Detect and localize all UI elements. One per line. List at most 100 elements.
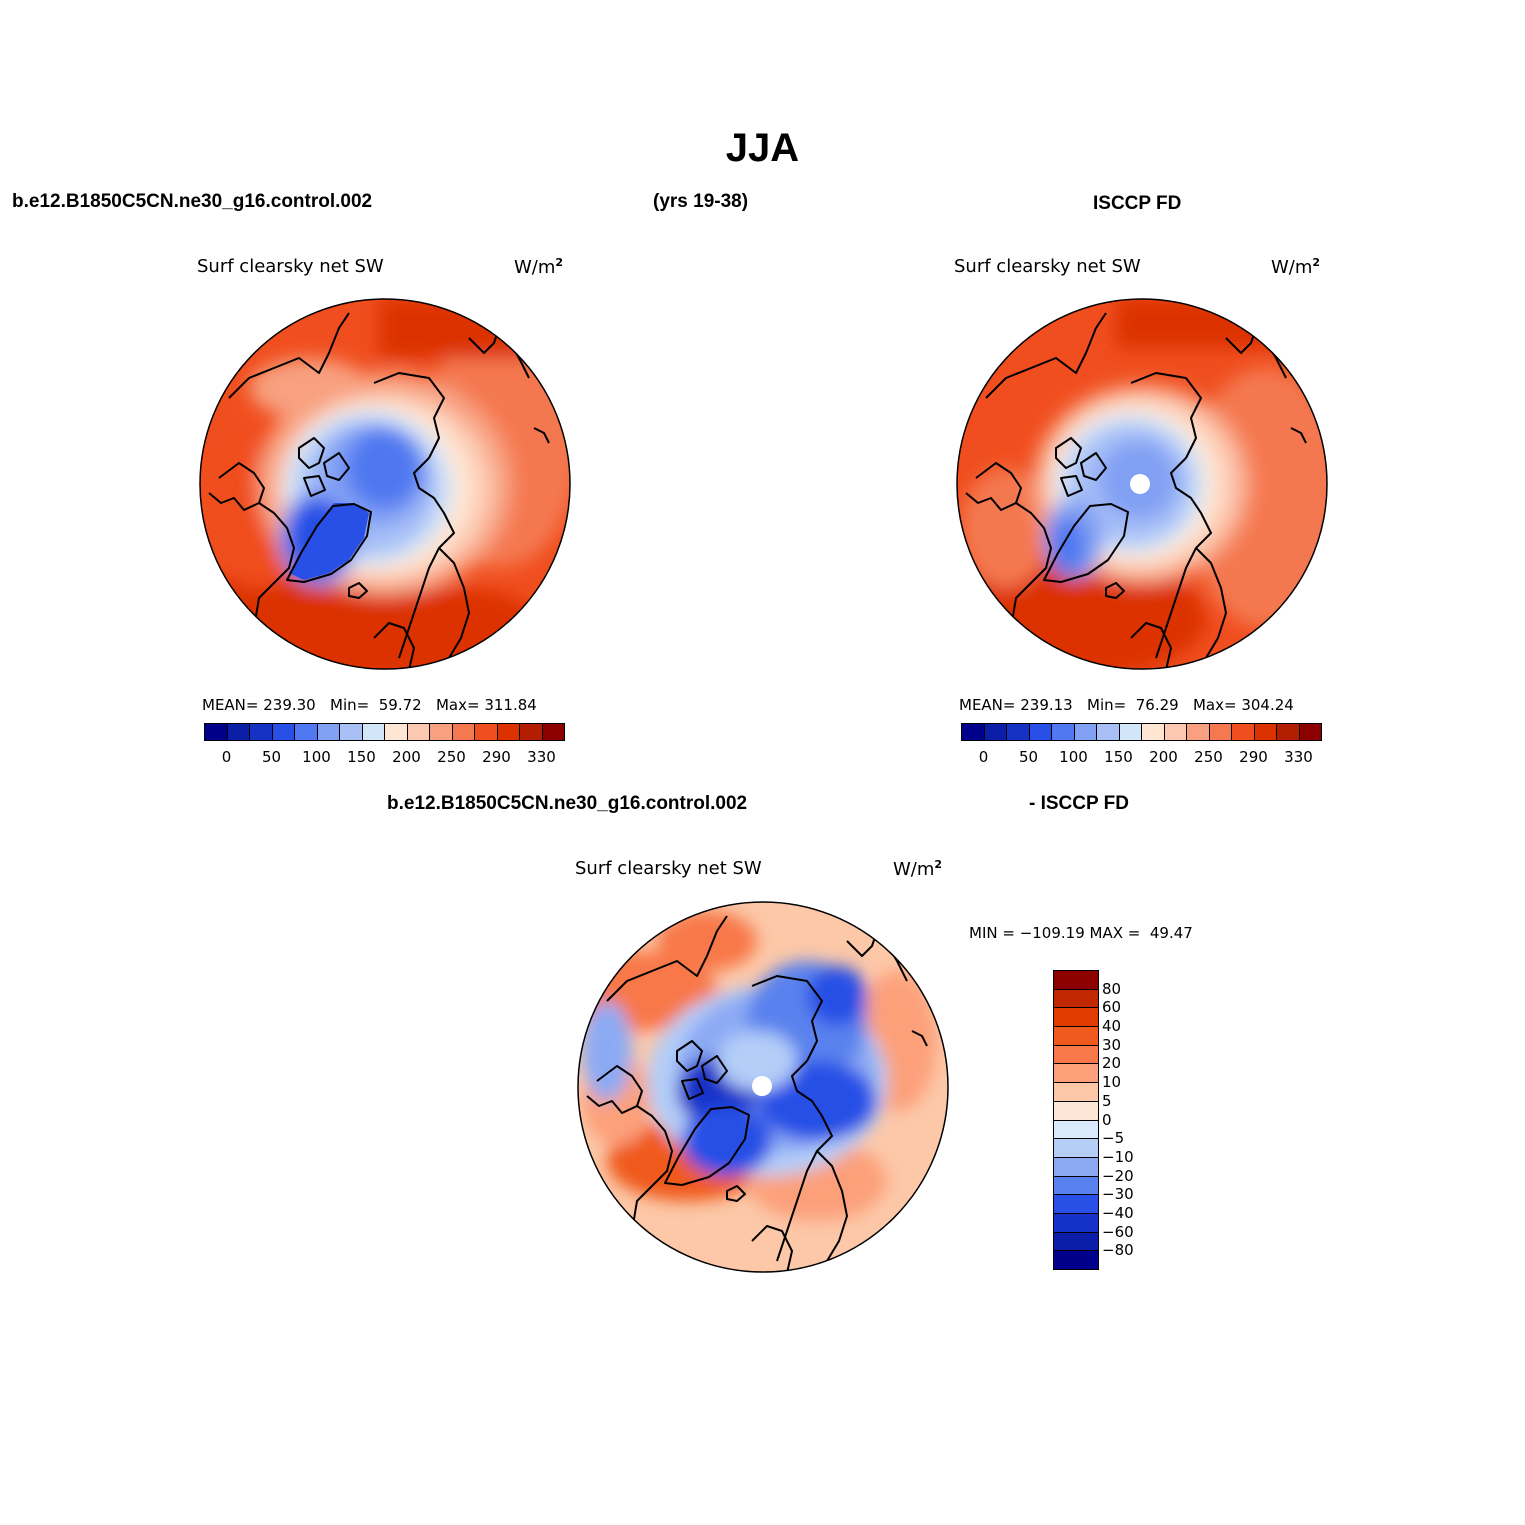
colorbar-tick-label: 40 — [1102, 1017, 1122, 1036]
colorbar-swatch — [1053, 970, 1099, 990]
colorbar-swatch — [1163, 723, 1187, 741]
model-colorbar — [204, 723, 565, 741]
colorbar-tick-label: 50 — [261, 748, 282, 766]
colorbar-tick-label: 250 — [1194, 748, 1223, 766]
colorbar-swatch — [249, 723, 273, 741]
colorbar-swatch — [1053, 1175, 1099, 1196]
colorbar-swatch — [1053, 1194, 1099, 1214]
diff-colorbar — [1053, 970, 1099, 1270]
model-stats: MEAN= 239.30 Min= 59.72 Max= 311.84 — [202, 696, 537, 714]
colorbar-swatch — [1053, 1007, 1099, 1028]
colorbar-swatch — [496, 723, 520, 741]
colorbar-swatch — [451, 723, 475, 741]
obs-polar-map — [956, 298, 1328, 670]
colorbar-swatch — [384, 723, 408, 741]
diff-panel-units: W/m2 — [893, 858, 943, 880]
colorbar-swatch — [1053, 988, 1099, 1009]
colorbar-tick-label: −80 — [1102, 1241, 1134, 1260]
colorbar-tick-label: 100 — [302, 748, 331, 766]
colorbar-tick-label: 290 — [482, 748, 511, 766]
colorbar-swatch — [429, 723, 453, 741]
colorbar-swatch — [1208, 723, 1232, 741]
colorbar-swatch — [1006, 723, 1030, 741]
model-polar-map — [199, 298, 571, 670]
model-colorbar-labels: 0 50 100 150 200 250 290 330 — [204, 748, 564, 768]
model-panel-units: W/m2 — [514, 256, 564, 278]
obs-name: ISCCP FD — [1093, 193, 1182, 214]
colorbar-swatch — [961, 723, 985, 741]
colorbar-swatch — [519, 723, 543, 741]
figure-title: JJA — [725, 126, 800, 170]
colorbar-swatch — [1053, 1231, 1099, 1252]
diff-panel-title: Surf clearsky net SW — [575, 858, 762, 879]
diff-case-name: b.e12.B1850C5CN.ne30_g16.control.002 — [387, 793, 748, 814]
colorbar-swatch — [1053, 1212, 1099, 1233]
colorbar-tick-label: 330 — [527, 748, 556, 766]
obs-colorbar — [961, 723, 1322, 741]
colorbar-tick-label: 0 — [221, 748, 232, 766]
colorbar-swatch — [316, 723, 340, 741]
colorbar-swatch — [541, 723, 565, 741]
colorbar-tick-label: 250 — [437, 748, 466, 766]
colorbar-swatch — [1276, 723, 1300, 741]
colorbar-swatch — [1053, 1156, 1099, 1177]
colorbar-swatch — [1073, 723, 1097, 741]
diff-stats: MIN = −109.19 MAX = 49.47 — [969, 924, 1193, 942]
colorbar-swatch — [1053, 1063, 1099, 1084]
colorbar-tick-label: 150 — [1104, 748, 1133, 766]
colorbar-swatch — [1028, 723, 1052, 741]
colorbar-swatch — [406, 723, 430, 741]
colorbar-swatch — [1298, 723, 1322, 741]
colorbar-swatch — [1186, 723, 1210, 741]
colorbar-swatch — [1053, 1082, 1099, 1102]
colorbar-swatch — [1141, 723, 1165, 741]
years-label: (yrs 19-38) — [653, 191, 749, 212]
colorbar-swatch — [1053, 1138, 1099, 1158]
colorbar-tick-label: 30 — [1102, 1035, 1122, 1054]
colorbar-tick-label: 0 — [978, 748, 989, 766]
colorbar-tick-label: 5 — [1102, 1091, 1112, 1110]
model-panel-title: Surf clearsky net SW — [197, 256, 384, 277]
colorbar-tick-label: 200 — [392, 748, 421, 766]
colorbar-swatch — [1053, 1119, 1099, 1140]
colorbar-tick-label: −10 — [1102, 1147, 1134, 1166]
colorbar-tick-label: 80 — [1102, 979, 1122, 998]
colorbar-tick-label: −40 — [1102, 1203, 1134, 1222]
colorbar-tick-label: 10 — [1102, 1073, 1122, 1092]
colorbar-swatch — [1118, 723, 1142, 741]
diff-colorbar-labels: 80 60 40 30 20 10 5 0 −5 −10 −20 −30 −40 −60 −80 — [1102, 970, 1182, 1269]
colorbar-tick-label: 330 — [1284, 748, 1313, 766]
colorbar-tick-label: 20 — [1102, 1054, 1122, 1073]
colorbar-swatch — [1096, 723, 1120, 741]
colorbar-tick-label: 150 — [347, 748, 376, 766]
case-name: b.e12.B1850C5CN.ne30_g16.control.002 — [12, 191, 373, 212]
colorbar-swatch — [1053, 1044, 1099, 1065]
colorbar-swatch — [1051, 723, 1075, 741]
colorbar-tick-label: 0 — [1102, 1110, 1112, 1129]
colorbar-tick-label: 200 — [1149, 748, 1178, 766]
colorbar-swatch — [339, 723, 363, 741]
colorbar-tick-label: −5 — [1102, 1129, 1125, 1148]
colorbar-swatch — [204, 723, 228, 741]
obs-panel-units: W/m2 — [1271, 256, 1321, 278]
colorbar-swatch — [271, 723, 295, 741]
obs-panel-title: Surf clearsky net SW — [954, 256, 1141, 277]
colorbar-tick-label: −30 — [1102, 1185, 1134, 1204]
colorbar-tick-label: −20 — [1102, 1166, 1134, 1185]
colorbar-swatch — [361, 723, 385, 741]
colorbar-swatch — [983, 723, 1007, 741]
colorbar-swatch — [1253, 723, 1277, 741]
colorbar-tick-label: 100 — [1059, 748, 1088, 766]
obs-stats: MEAN= 239.13 Min= 76.29 Max= 304.24 — [959, 696, 1294, 714]
colorbar-swatch — [226, 723, 250, 741]
colorbar-swatch — [1231, 723, 1255, 741]
colorbar-tick-label: −60 — [1102, 1222, 1134, 1241]
colorbar-swatch — [474, 723, 498, 741]
colorbar-tick-label: 290 — [1239, 748, 1268, 766]
diff-obs-name: - ISCCP FD — [1029, 793, 1129, 814]
colorbar-tick-label: 60 — [1102, 998, 1122, 1017]
colorbar-swatch — [1053, 1100, 1099, 1121]
obs-colorbar-labels: 0 50 100 150 200 250 290 330 — [961, 748, 1321, 768]
colorbar-tick-label: 50 — [1018, 748, 1039, 766]
colorbar-swatch — [1053, 1250, 1099, 1270]
